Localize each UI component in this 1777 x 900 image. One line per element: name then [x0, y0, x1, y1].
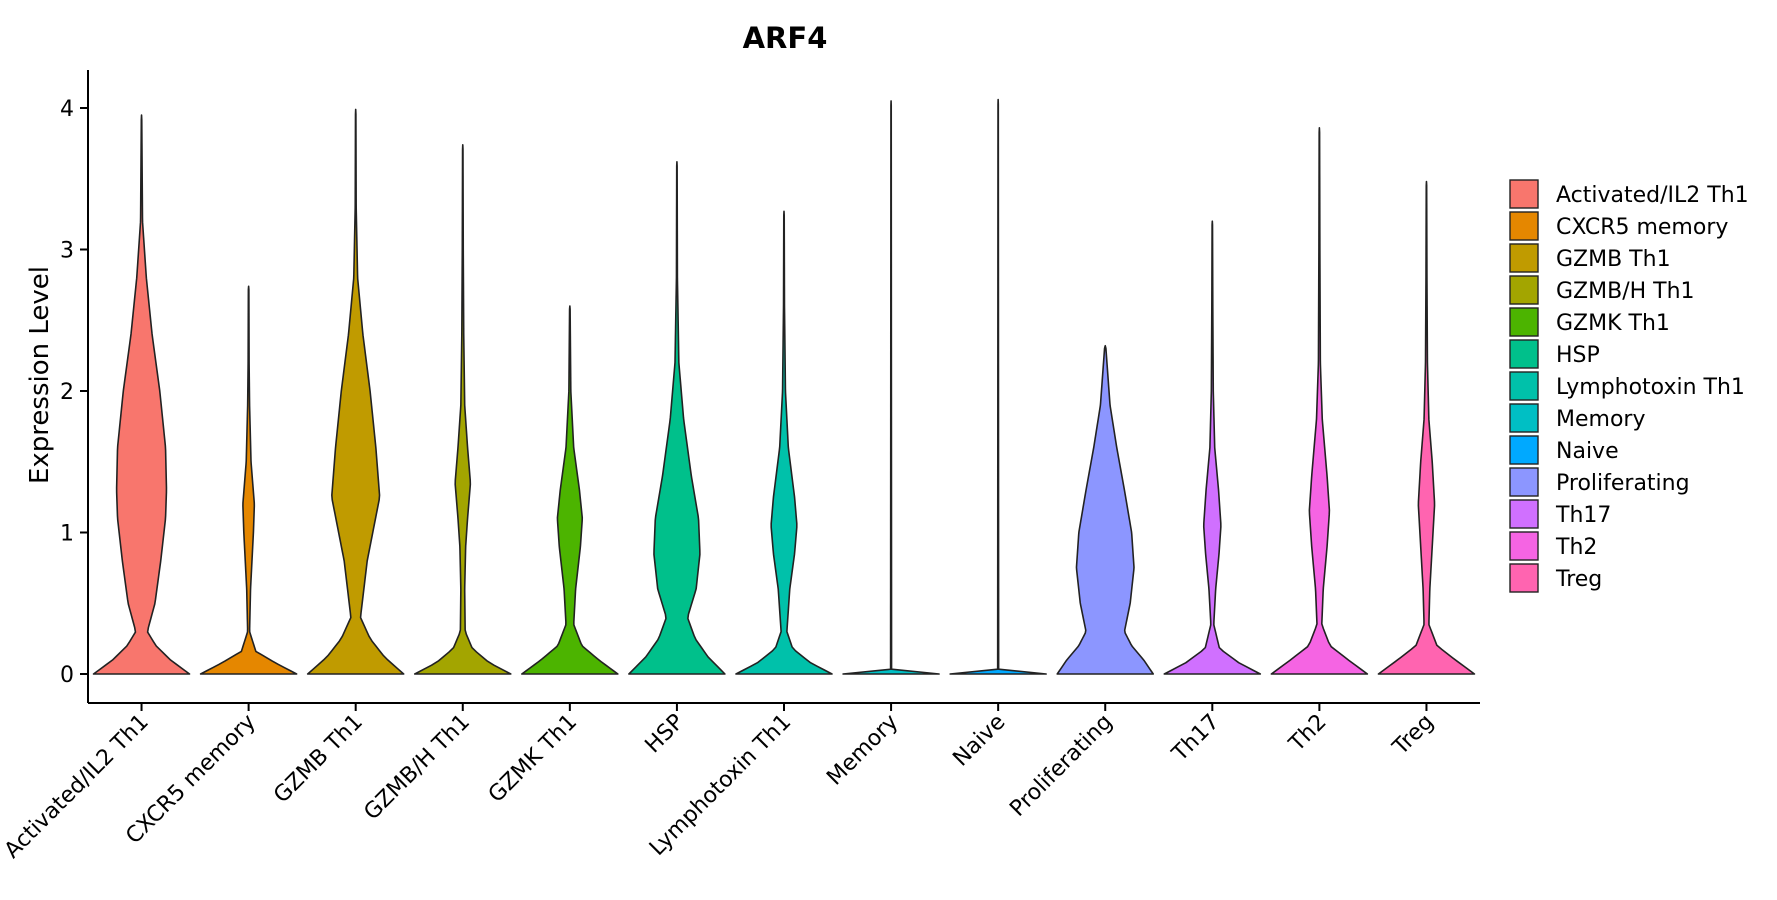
y-tick-label: 1 [60, 522, 74, 547]
x-tick-label: Memory [822, 710, 903, 791]
legend-swatch [1509, 531, 1539, 561]
violin-1 [92, 114, 191, 675]
legend-label: GZMB/H Th1 [1556, 279, 1695, 304]
legend-label: Naive [1556, 439, 1619, 464]
legend-label: Memory [1556, 407, 1645, 432]
plot-area [92, 98, 1476, 675]
violin-13 [1377, 180, 1476, 675]
violin-11 [1163, 220, 1262, 675]
x-tick-label: GZMB Th1 [269, 710, 368, 809]
y-tick-label: 0 [60, 663, 74, 688]
violin-2 [199, 285, 298, 675]
y-tick-label: 4 [60, 97, 74, 122]
legend-label: Th2 [1555, 535, 1597, 560]
x-tick-label: GZMK Th1 [484, 710, 582, 808]
violin-6 [628, 160, 726, 675]
x-tick-label: Proliferating [1005, 710, 1117, 822]
x-tick-label: HSP [641, 710, 690, 759]
legend-swatch [1509, 563, 1539, 593]
x-tick-label: Th17 [1167, 710, 1225, 768]
legend-label: CXCR5 memory [1556, 215, 1728, 240]
legend-swatch [1509, 435, 1539, 465]
legend-swatch [1509, 211, 1539, 241]
x-tick-label: Th2 [1284, 710, 1332, 758]
y-axis-title: Expression Level [25, 266, 55, 484]
legend-label: GZMB Th1 [1556, 247, 1671, 272]
y-tick-label: 3 [60, 239, 74, 264]
violin-12 [1270, 127, 1369, 675]
violin-5 [521, 305, 619, 675]
legend-swatch [1509, 243, 1539, 273]
x-tick-label: Naive [948, 710, 1010, 772]
legend-label: Th17 [1555, 503, 1611, 528]
legend-label: HSP [1556, 343, 1600, 368]
legend-label: Proliferating [1556, 471, 1690, 496]
legend: Activated/IL2 Th1 CXCR5 memory GZMB Th1 GZM… [1509, 179, 1749, 593]
legend-swatch [1509, 371, 1539, 401]
legend-swatch [1509, 339, 1539, 369]
legend-label: Treg [1555, 567, 1602, 592]
violin-9 [949, 98, 1047, 675]
legend-label: Activated/IL2 Th1 [1556, 183, 1749, 208]
legend-swatch [1509, 467, 1539, 497]
x-tick-label: Treg [1388, 710, 1439, 761]
legend-label: Lymphotoxin Th1 [1556, 375, 1745, 400]
legend-swatch [1509, 499, 1539, 529]
legend-swatch [1509, 403, 1539, 433]
chart-title: ARF4 [743, 21, 828, 55]
violin-4 [413, 143, 512, 675]
y-tick-label: 2 [60, 380, 74, 405]
violin-3 [306, 108, 405, 675]
violin-10 [1056, 344, 1155, 675]
violin-7 [735, 210, 833, 675]
legend-label: GZMK Th1 [1556, 311, 1670, 336]
x-tick-label: GZMB/H Th1 [359, 710, 475, 826]
legend-swatch [1509, 275, 1539, 305]
legend-swatch [1509, 179, 1539, 209]
legend-swatch [1509, 307, 1539, 337]
violin-8 [842, 100, 940, 675]
